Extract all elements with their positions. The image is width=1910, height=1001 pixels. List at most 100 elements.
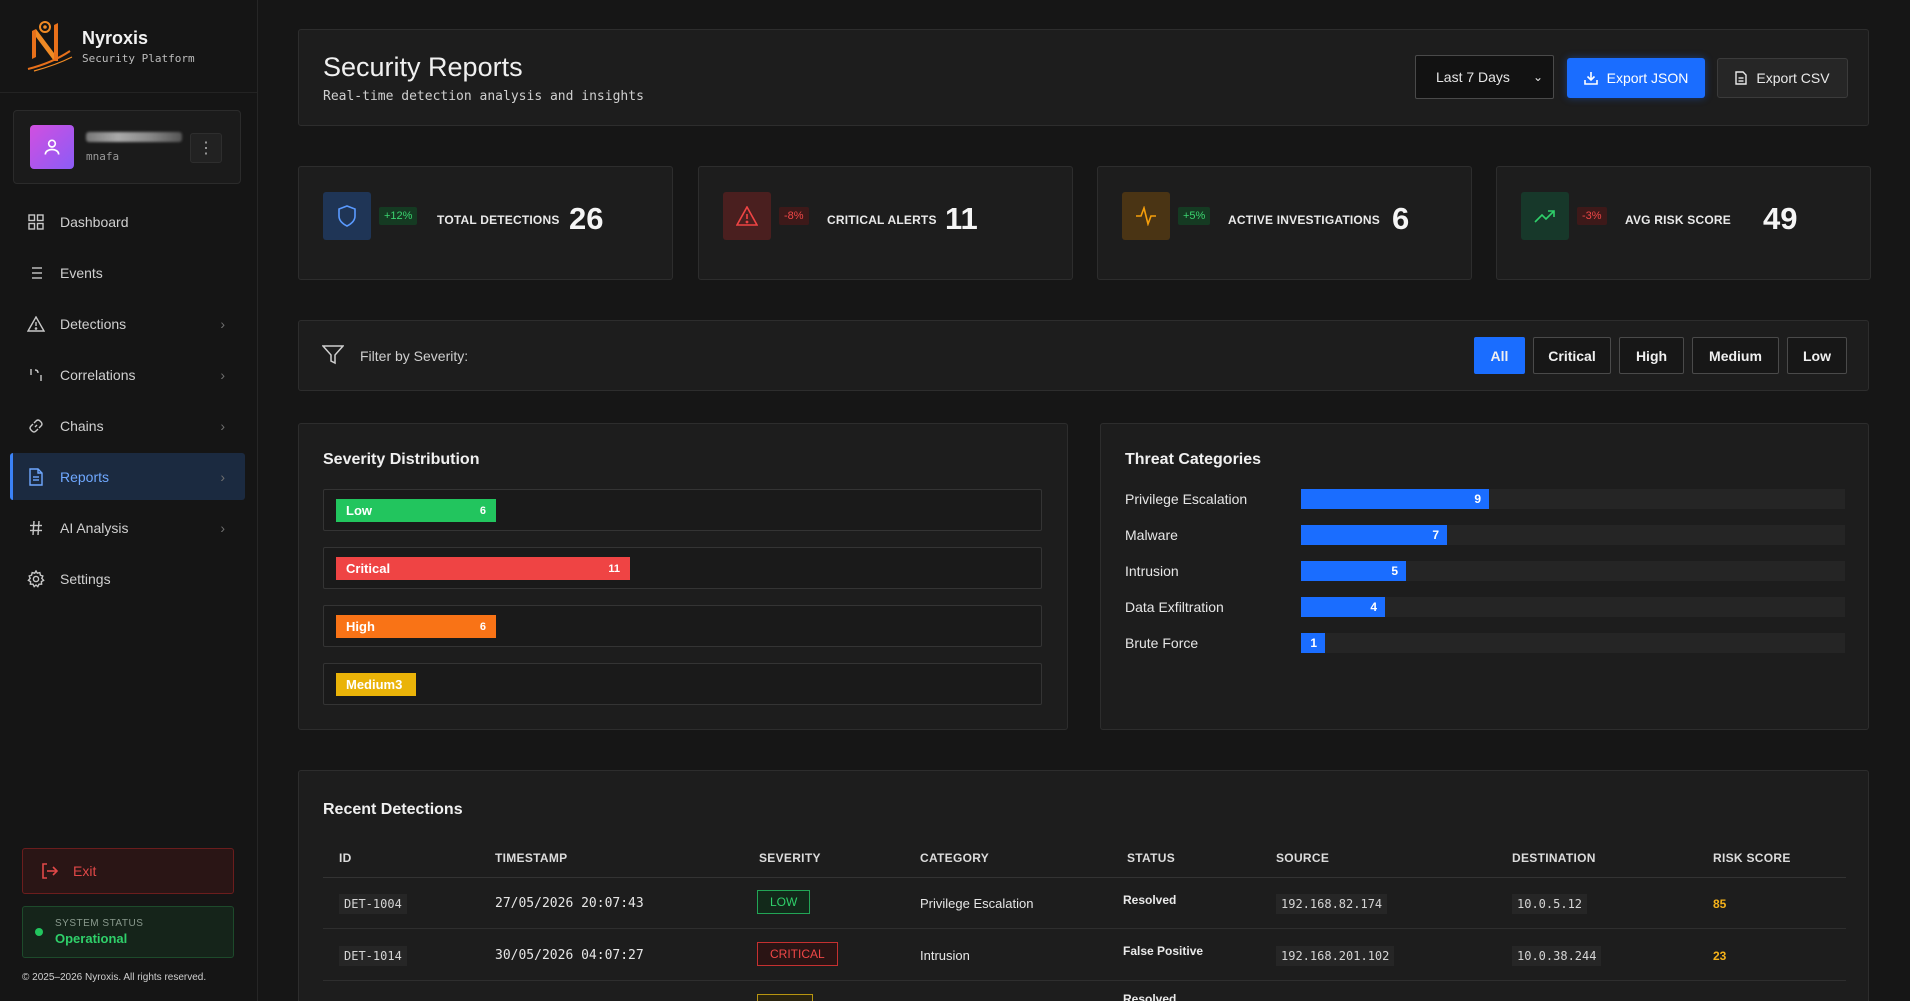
date-range-value: Last 7 Days [1436,69,1510,85]
detection-id: DET-1014 [339,946,407,966]
severity-count: 6 [479,504,486,517]
status-dot [35,928,43,936]
stat-value: 26 [569,201,604,236]
gear-icon [26,569,46,589]
column-header[interactable]: RISK SCORE [1713,851,1791,865]
user-card[interactable]: mnafa ⋮ [13,110,241,184]
column-header[interactable]: STATUS [1127,851,1176,865]
filter-all-button[interactable]: All [1474,337,1525,374]
severity-label: High [346,619,375,634]
export-json-button[interactable]: Export JSON [1567,58,1705,98]
detection-id: DET-1004 [339,894,407,914]
column-header[interactable]: DESTINATION [1512,851,1596,865]
threat-bar: 4 [1301,597,1385,617]
threat-name: Data Exfiltration [1125,599,1224,615]
chevron-right-icon: › [220,519,225,536]
threat-row: Malware 7 [1125,525,1845,545]
chevron-right-icon: › [220,315,225,332]
stat-change: +5% [1178,207,1211,225]
page-title: Security Reports [323,52,523,82]
sidebar-item-reports[interactable]: Reports › [10,453,245,500]
logout-icon [41,863,59,879]
severity-distribution-panel: Severity Distribution Low 6 Critical 11 … [298,423,1068,730]
detection-category: Intrusion [920,948,970,963]
filter-high-button[interactable]: High [1619,337,1684,374]
sidebar-item-dashboard[interactable]: Dashboard [10,198,245,245]
sidebar-item-label: Correlations [60,366,136,383]
correlation-icon [26,365,46,385]
system-status: SYSTEM STATUS Operational [22,906,234,958]
threat-count: 5 [1391,564,1398,578]
severity-row-critical: Critical 11 [323,547,1042,589]
stat-label: CRITICAL ALERTS [827,213,937,227]
sidebar: Nyroxis Security Platform mnafa ⋮ Dashbo… [0,0,258,1001]
chevron-right-icon: › [220,468,225,485]
sidebar-item-detections[interactable]: Detections › [10,300,245,347]
shield-icon [323,192,371,240]
threat-track: 5 [1301,561,1845,581]
threat-row: Privilege Escalation 9 [1125,489,1845,509]
user-menu-button[interactable]: ⋮ [190,133,222,163]
table-row[interactable]: Resolved [323,982,1846,1001]
export-csv-button[interactable]: Export CSV [1717,58,1848,98]
threat-name: Malware [1125,527,1178,543]
export-csv-label: Export CSV [1756,70,1830,86]
sidebar-item-label: Detections [60,315,127,332]
severity-row-low: Low 6 [323,489,1042,531]
severity-count: 3 [395,677,403,692]
column-header[interactable]: SOURCE [1276,851,1330,865]
column-header[interactable]: ID [339,851,352,865]
grid-icon [26,212,46,232]
severity-label: Medium [346,677,396,692]
column-header[interactable]: SEVERITY [759,851,821,865]
risk-score: 23 [1713,949,1727,963]
sidebar-nav: Dashboard Events Detections › Correlatio… [10,198,245,606]
stat-change: +12% [379,207,418,225]
threat-track: 9 [1301,489,1845,509]
stat-card-total-detections: +12% TOTAL DETECTIONS 26 [298,166,673,280]
severity-row-high: High 6 [323,605,1042,647]
chevron-right-icon: › [220,366,225,383]
filter-low-button[interactable]: Low [1787,337,1847,374]
severity-filter-bar: Filter by Severity: All Critical High Me… [298,320,1869,391]
threat-bar: 5 [1301,561,1406,581]
main-content: Security Reports Real-time detection ana… [258,0,1910,1001]
sidebar-item-settings[interactable]: Settings [10,555,245,602]
sidebar-item-correlations[interactable]: Correlations › [10,351,245,398]
exit-button[interactable]: Exit [22,848,234,894]
sidebar-item-ai-analysis[interactable]: AI Analysis › [10,504,245,551]
sidebar-item-label: AI Analysis [60,519,129,536]
stat-card-active-investigations: +5% ACTIVE INVESTIGATIONS 6 [1097,166,1472,280]
panel-title: Severity Distribution [323,451,480,468]
sidebar-item-events[interactable]: Events [10,249,245,296]
date-range-select[interactable]: Last 7 Days ⌄ [1415,55,1554,99]
severity-label: Critical [346,561,391,576]
hash-icon [26,518,46,538]
user-icon [44,139,60,155]
table-row[interactable]: DET-1004 27/05/2026 20:07:43 LOW Privile… [323,878,1846,929]
alert-triangle-icon [723,192,771,240]
severity-badge: CRITICAL [757,942,838,966]
download-icon [1583,71,1598,85]
filter-medium-button[interactable]: Medium [1692,337,1779,374]
chevron-down-icon: ⌄ [1532,70,1543,84]
stat-label: TOTAL DETECTIONS [437,213,560,227]
threat-name: Intrusion [1125,563,1179,579]
brand[interactable]: Nyroxis Security Platform [0,0,257,93]
risk-score: 85 [1713,897,1727,911]
link-icon [26,416,46,436]
sidebar-item-chains[interactable]: Chains › [10,402,245,449]
table-header-divider [323,877,1846,878]
threat-categories-panel: Threat Categories Privilege Escalation 9… [1100,423,1869,730]
column-header[interactable]: CATEGORY [920,851,990,865]
column-header[interactable]: TIMESTAMP [495,851,568,865]
filter-critical-button[interactable]: Critical [1533,337,1611,374]
severity-badge: LOW [757,890,811,914]
severity-bar: Medium 3 [336,673,416,696]
stat-label: AVG RISK SCORE [1625,213,1731,227]
table-row[interactable]: DET-1014 30/05/2026 04:07:27 CRITICAL In… [323,930,1846,981]
threat-count: 1 [1310,636,1317,650]
threat-count: 7 [1432,528,1439,542]
threat-track: 1 [1301,633,1845,653]
threat-bar: 9 [1301,489,1489,509]
